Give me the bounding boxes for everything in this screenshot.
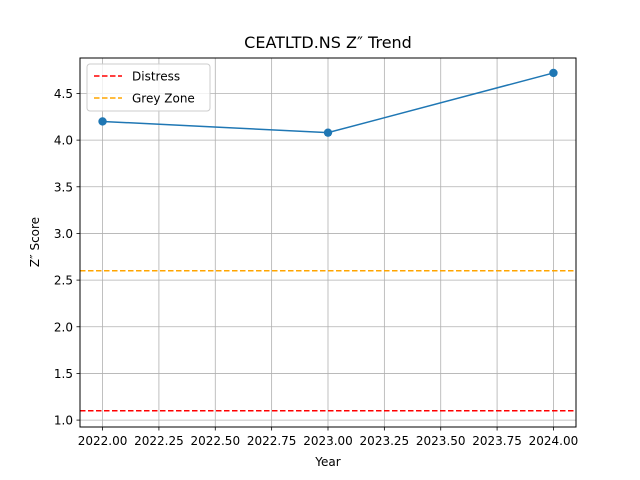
x-tick-label: 2022.25: [134, 434, 184, 448]
y-tick-label: 3.5: [54, 180, 73, 194]
x-axis-label: Year: [314, 455, 340, 469]
x-tick-label: 2022.00: [78, 434, 128, 448]
x-tick-label: 2023.00: [303, 434, 353, 448]
chart-title: CEATLTD.NS Z″ Trend: [244, 33, 412, 52]
data-point: [549, 68, 558, 78]
legend: Distress Grey Zone: [86, 63, 211, 112]
y-tick-label: 4.0: [54, 134, 73, 148]
y-tick-label: 2.0: [54, 320, 73, 334]
y-axis-ticks: 1.0 1.5 2.0 2.5 3.0 3.5 4.0 4.5: [54, 87, 80, 428]
grid-lines: [80, 58, 576, 427]
x-tick-label: 2023.50: [416, 434, 466, 448]
legend-box: [86, 63, 211, 112]
y-axis-label: Z″ Score: [28, 217, 42, 267]
x-tick-label: 2023.25: [360, 434, 410, 448]
legend-grey-zone-label: Grey Zone: [132, 92, 195, 106]
x-tick-label: 2023.75: [472, 434, 522, 448]
x-tick-label: 2024.00: [529, 434, 579, 448]
y-tick-label: 3.0: [54, 227, 73, 241]
reference-lines: [80, 270, 576, 412]
data-point: [323, 128, 333, 137]
x-axis-ticks: 2022.00 2022.25 2022.50 2022.75 2023.00 2023.…: [78, 427, 579, 448]
data-series: [98, 68, 558, 137]
x-tick-label: 2022.75: [247, 434, 297, 448]
x-tick-label: 2022.50: [190, 434, 240, 448]
y-tick-label: 1.0: [54, 414, 73, 428]
y-tick-label: 1.5: [54, 367, 73, 381]
legend-distress-label: Distress: [132, 70, 180, 84]
y-tick-label: 2.5: [54, 274, 73, 288]
data-point: [98, 117, 107, 126]
y-tick-label: 4.5: [54, 87, 73, 101]
